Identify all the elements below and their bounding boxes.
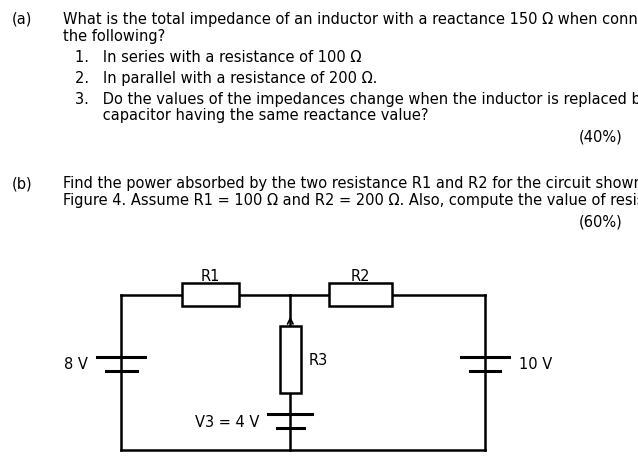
Text: What is the total impedance of an inductor with a reactance 150 Ω when connected: What is the total impedance of an induct… [63, 12, 638, 27]
Text: V3 = 4 V: V3 = 4 V [195, 414, 259, 429]
Text: 8 V: 8 V [64, 357, 87, 372]
Text: R1: R1 [201, 268, 220, 283]
Text: (b): (b) [11, 176, 32, 191]
Text: R2: R2 [351, 268, 370, 283]
Text: (60%): (60%) [578, 214, 622, 229]
Text: 10 V: 10 V [519, 357, 552, 372]
Text: 2.   In parallel with a resistance of 200 Ω.: 2. In parallel with a resistance of 200 … [75, 70, 378, 85]
Text: Figure 4. Assume R1 = 100 Ω and R2 = 200 Ω. Also, compute the value of resistor : Figure 4. Assume R1 = 100 Ω and R2 = 200… [63, 193, 638, 208]
Text: R3: R3 [309, 352, 328, 367]
Text: the following?: the following? [63, 29, 165, 43]
Text: (40%): (40%) [578, 129, 622, 144]
Text: 1.   In series with a resistance of 100 Ω: 1. In series with a resistance of 100 Ω [75, 50, 362, 64]
Text: Find the power absorbed by the two resistance R1 and R2 for the circuit shown in: Find the power absorbed by the two resis… [63, 176, 638, 191]
Text: 3.   Do the values of the impedances change when the inductor is replaced by a: 3. Do the values of the impedances chang… [75, 91, 638, 106]
Text: capacitor having the same reactance value?: capacitor having the same reactance valu… [75, 108, 429, 123]
Bar [279, 326, 301, 393]
Bar [182, 284, 239, 307]
Bar [329, 284, 392, 307]
Text: (a): (a) [11, 12, 32, 27]
